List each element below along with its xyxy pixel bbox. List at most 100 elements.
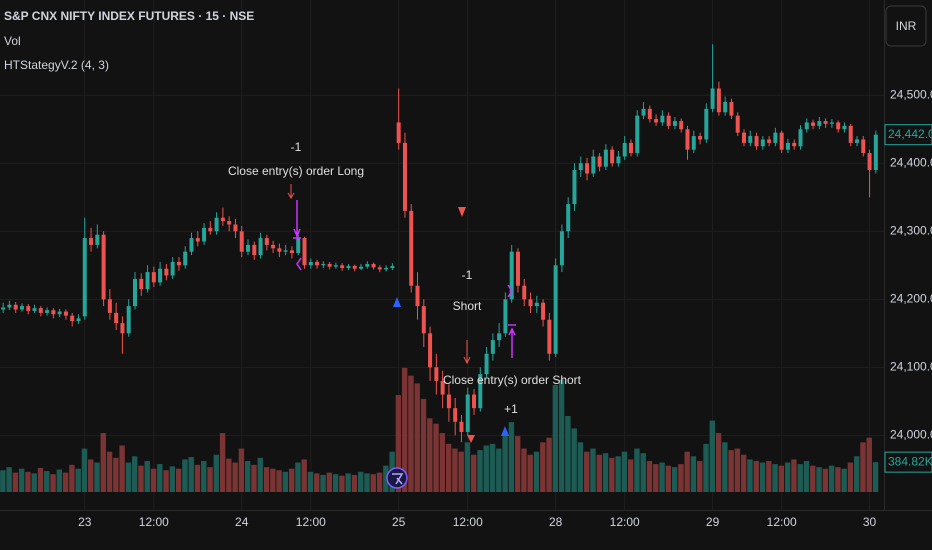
candle-body <box>365 263 370 267</box>
indicator-label: HTStategyV.2 (4, 3) <box>4 58 109 72</box>
candle-body <box>151 272 156 283</box>
volume-bar <box>257 457 263 492</box>
exit-arrow <box>287 184 295 199</box>
candle-body <box>189 238 194 252</box>
volume-bar <box>226 458 232 492</box>
volume-bar <box>690 456 697 492</box>
candle-body <box>120 323 125 334</box>
chart-title: S&P CNX NIFTY INDEX FUTURES · 15 · NSE <box>4 9 254 23</box>
volume-bar <box>822 468 829 492</box>
volume-bar <box>860 442 866 492</box>
volume-bar <box>194 464 201 492</box>
candle-body <box>13 304 18 310</box>
x-tick-label: 24 <box>235 515 249 529</box>
candle-body <box>70 315 75 322</box>
volume-bar <box>276 470 282 492</box>
candles <box>1 44 878 443</box>
volume-bar <box>671 467 678 492</box>
volume-bar <box>288 468 295 492</box>
currency-label[interactable]: INR <box>896 19 917 33</box>
volume-bar <box>119 445 125 492</box>
candle-body <box>616 156 621 164</box>
annotations: -1 Close entry(s) order Long -1 Short Close … <box>228 140 582 416</box>
candle-body <box>679 121 684 130</box>
candle-body <box>666 115 671 126</box>
candle-body <box>528 299 533 307</box>
volume-bar <box>602 453 609 492</box>
candle-body <box>478 374 483 409</box>
candle-body <box>170 261 175 276</box>
candle-body <box>465 394 470 432</box>
candle-body <box>434 367 439 381</box>
candle-body <box>716 88 721 113</box>
candle-body <box>158 268 163 283</box>
volume-bar <box>766 460 772 492</box>
candle-body <box>823 121 828 124</box>
event-glyph <box>392 473 404 485</box>
annotation: Close entry(s) order Long <box>228 164 364 178</box>
candle-body <box>390 265 395 269</box>
event-icon[interactable] <box>386 467 408 489</box>
volume-bar <box>50 474 56 492</box>
volume-bar <box>445 443 452 492</box>
candle-body <box>748 136 753 143</box>
volume-bar <box>238 448 245 492</box>
candle-body <box>522 285 527 300</box>
annotation: Close entry(s) order Short <box>443 373 582 387</box>
volume-bar <box>163 470 169 492</box>
volume-bar <box>383 465 389 492</box>
volume-bar <box>615 456 621 492</box>
candle-body <box>848 125 853 143</box>
exit-arrow <box>508 324 516 358</box>
x-tick-label: 12:00 <box>139 515 169 529</box>
candle-body <box>811 122 816 126</box>
candle-body <box>415 285 420 307</box>
currency-button[interactable] <box>885 5 927 47</box>
candle-body <box>729 102 734 116</box>
x-tick-label: 29 <box>706 515 720 529</box>
volume-bar <box>370 474 376 492</box>
candle-body <box>63 311 68 316</box>
volume-bar <box>546 437 552 492</box>
candle-body <box>785 142 790 150</box>
candle-body <box>735 115 740 133</box>
candle-body <box>503 299 508 334</box>
volume-bar <box>75 468 81 492</box>
volume-bar <box>803 460 810 492</box>
candle-body <box>258 238 263 256</box>
volume-bar <box>854 456 860 492</box>
candle-body <box>233 224 238 232</box>
volume-bar <box>590 448 596 492</box>
volume-bar <box>665 465 672 492</box>
volume-bar <box>483 445 489 492</box>
last-price-box <box>884 124 932 146</box>
candle-body <box>472 394 477 409</box>
volume-bar <box>427 418 433 492</box>
volume-bar <box>106 451 113 492</box>
volume-bar <box>527 454 533 492</box>
candle-body <box>76 318 81 322</box>
candle-body <box>685 129 690 150</box>
exit-arrow <box>463 340 471 365</box>
candle-body <box>428 333 433 368</box>
volume-bar <box>521 448 527 492</box>
candle-body <box>126 306 131 334</box>
volume-bar <box>157 464 163 492</box>
volume-bar <box>797 464 803 492</box>
volume-bar <box>816 467 822 492</box>
candle-body <box>38 308 43 313</box>
indicator-label: Vol <box>4 34 21 48</box>
candle-body <box>371 263 376 268</box>
volume-bar <box>314 473 320 492</box>
candle-body <box>202 227 207 242</box>
volume-bar <box>18 468 25 492</box>
exit-arrow <box>296 257 302 271</box>
y-tick-label: 24,500.00 <box>890 87 932 101</box>
last-volume-box <box>884 451 932 473</box>
volume-bar <box>12 472 19 492</box>
candle-body <box>541 302 546 320</box>
volume-bar <box>577 442 584 492</box>
volume-bar <box>659 462 665 492</box>
volume-bar <box>282 471 289 492</box>
volume-bar <box>131 456 138 492</box>
